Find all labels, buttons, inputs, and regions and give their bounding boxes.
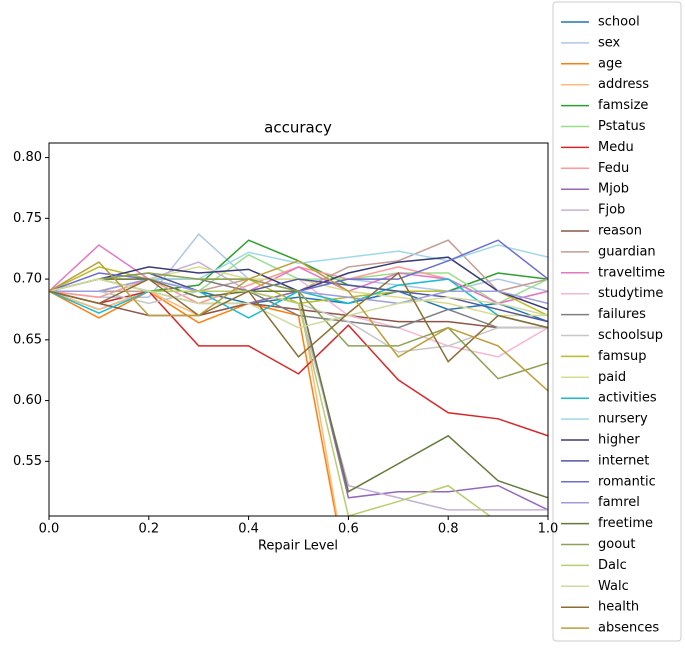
legend-label: studytime [598, 286, 663, 301]
legend-label: Dalc [598, 558, 627, 573]
legend-label: Pstatus [598, 119, 646, 134]
y-tick-label: 0.65 [13, 332, 42, 347]
legend-label: Fjob [598, 203, 625, 218]
legend-label: activities [598, 391, 657, 406]
legend-label: famrel [598, 495, 640, 510]
legend-label: guardian [598, 244, 656, 259]
legend-label: nursery [598, 412, 648, 427]
y-tick-label: 0.60 [13, 393, 42, 408]
x-tick-label: 1.0 [538, 522, 559, 537]
legend-label: famsup [598, 349, 646, 364]
legend-label: schoolsup [598, 328, 663, 343]
legend-label: sex [598, 35, 621, 50]
series-line [49, 290, 548, 329]
legend-label: Mjob [598, 182, 629, 197]
legend-label: romantic [598, 474, 656, 489]
legend-label: internet [598, 453, 649, 468]
x-axis-label: Repair Level [258, 539, 338, 554]
series-line [49, 272, 548, 380]
x-tick-label: 0.0 [39, 522, 60, 537]
legend-label: age [598, 56, 622, 71]
legend-label: address [598, 77, 649, 92]
legend-label: Walc [598, 579, 629, 594]
legend-label: traveltime [598, 265, 665, 280]
legend-label: school [598, 15, 640, 30]
legend-label: Medu [598, 140, 634, 155]
series-line [49, 244, 548, 305]
series-line [49, 260, 548, 392]
legend-label: paid [598, 370, 626, 385]
legend-label: freetime [598, 516, 653, 531]
series-line [49, 290, 548, 437]
legend-label: Fedu [598, 161, 629, 176]
legend-label: higher [598, 433, 640, 448]
legend-label: goout [598, 537, 636, 552]
legend-label: reason [598, 224, 642, 239]
legend-label: absences [598, 621, 659, 636]
x-tick-label: 0.8 [438, 522, 459, 537]
x-tick-label: 0.4 [238, 522, 259, 537]
y-tick-label: 0.55 [13, 454, 42, 469]
y-tick-label: 0.70 [13, 272, 42, 287]
legend-label: health [598, 600, 639, 615]
legend-label: famsize [598, 98, 648, 113]
y-tick-label: 0.80 [13, 150, 42, 165]
axes-frame [48, 142, 549, 517]
x-tick-label: 0.6 [338, 522, 359, 537]
plot-area [49, 233, 548, 516]
x-tick-label: 0.2 [138, 522, 159, 537]
chart-title: accuracy [264, 119, 332, 137]
y-tick-label: 0.75 [13, 211, 42, 226]
series-line [49, 271, 548, 363]
legend-label: failures [598, 307, 646, 322]
